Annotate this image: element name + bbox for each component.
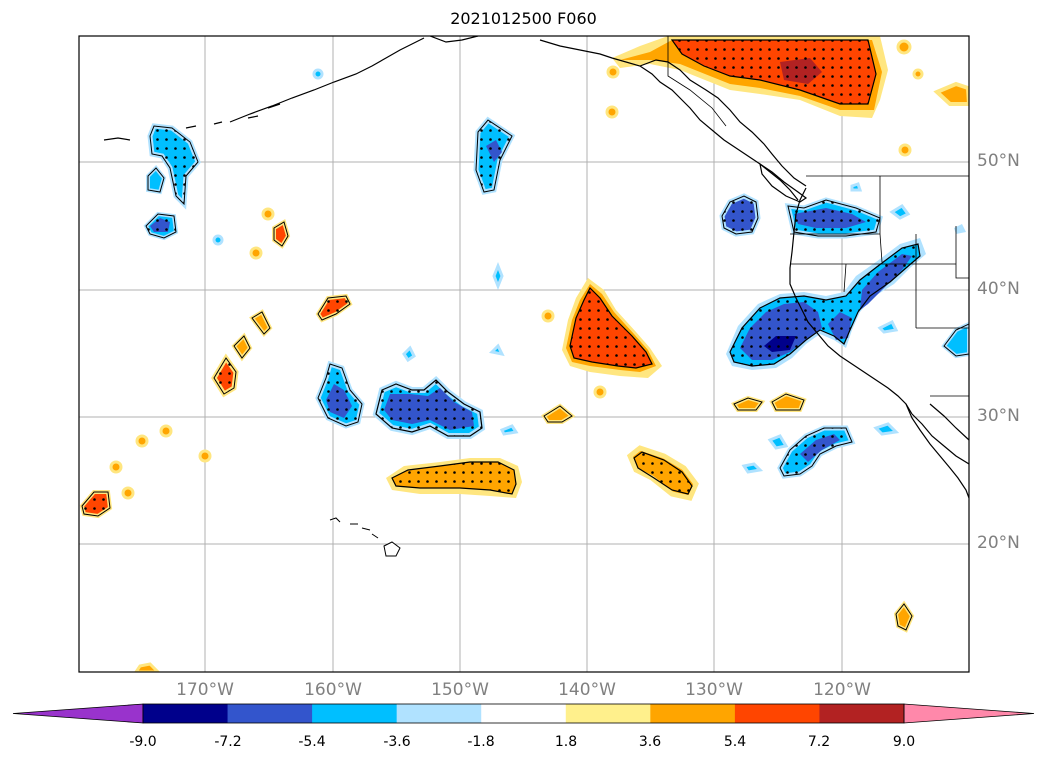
lon-label-120w: 120°W [813, 680, 871, 700]
colorbar [12, 703, 1035, 724]
anomaly-positive-central [562, 278, 662, 378]
lon-label-160w: 160°W [304, 680, 362, 700]
bc-coast [639, 59, 807, 187]
colorbar-tick-label: 9.0 [892, 734, 916, 750]
hawaii-big-island [383, 541, 401, 557]
colorbar-extend-high [903, 703, 1035, 724]
colorbar-tick-label: -3.6 [383, 734, 411, 750]
lon-label-130w: 130°W [685, 680, 743, 700]
gulf-california [929, 403, 969, 441]
baja-coast [905, 403, 969, 499]
colorbar-tick-label: 5.4 [723, 734, 747, 750]
colorbar-tick-label: 1.8 [554, 734, 578, 750]
colorbar-segment [396, 704, 482, 723]
borders [667, 36, 969, 397]
colorbar-segment [481, 704, 567, 723]
lon-label-140w: 140°W [558, 680, 616, 700]
colorbar-extend-low [12, 703, 144, 724]
alaska-canada-border [667, 36, 727, 127]
map-title: 2021012500 F060 [450, 9, 597, 28]
colorbar-tick-label: -9.0 [129, 734, 157, 750]
us-west-coast [789, 187, 913, 415]
colorbar-segment [819, 704, 905, 723]
anomaly-negative-north [473, 116, 516, 291]
alaska-peninsula-coast [229, 37, 425, 123]
lon-label-170w: 170°W [176, 680, 234, 700]
anomaly-negative-westcoast [719, 182, 969, 370]
anomaly-positive-specks [109, 39, 969, 672]
lat-label-20n: 20°N [977, 533, 1020, 553]
anomaly-negative-central [315, 343, 519, 439]
colorbar-tick-label: -1.8 [467, 734, 495, 750]
lat-label-40n: 40°N [977, 279, 1020, 299]
colorbar-frame [142, 703, 905, 724]
anomaly-positive-northeast [612, 36, 888, 118]
colorbar-segment [565, 704, 651, 723]
vancouver-island [759, 162, 808, 203]
gridlines [79, 36, 969, 672]
anomaly-positive-band [386, 403, 576, 498]
colorbar-segment [650, 704, 736, 723]
map-frame [78, 35, 970, 673]
anomaly-negative-southeast [741, 422, 900, 479]
colorbar-segment [734, 704, 820, 723]
anomaly-negative-west [143, 68, 324, 246]
lat-label-50n: 50°N [977, 151, 1020, 171]
colorbar-tick-label: 3.6 [638, 734, 662, 750]
colorbar-tick-label: -5.4 [298, 734, 326, 750]
aleutian-islands [103, 103, 281, 141]
lon-label-150w: 150°W [431, 680, 489, 700]
hawaiian-islands [329, 517, 401, 557]
lat-label-30n: 30°N [977, 406, 1020, 426]
anomaly-positive-west-blobs [79, 218, 353, 519]
coastlines [103, 36, 969, 499]
colorbar-segment [227, 704, 313, 723]
anomaly-positive-southeast [626, 391, 915, 633]
hawaii-small-islands [329, 517, 379, 539]
colorbar-tick-label: -7.2 [214, 734, 242, 750]
state-borders [790, 176, 969, 397]
colorbar-segment [143, 704, 229, 723]
colorbar-segment [312, 704, 398, 723]
colorbar-tick-label: 7.2 [807, 734, 831, 750]
